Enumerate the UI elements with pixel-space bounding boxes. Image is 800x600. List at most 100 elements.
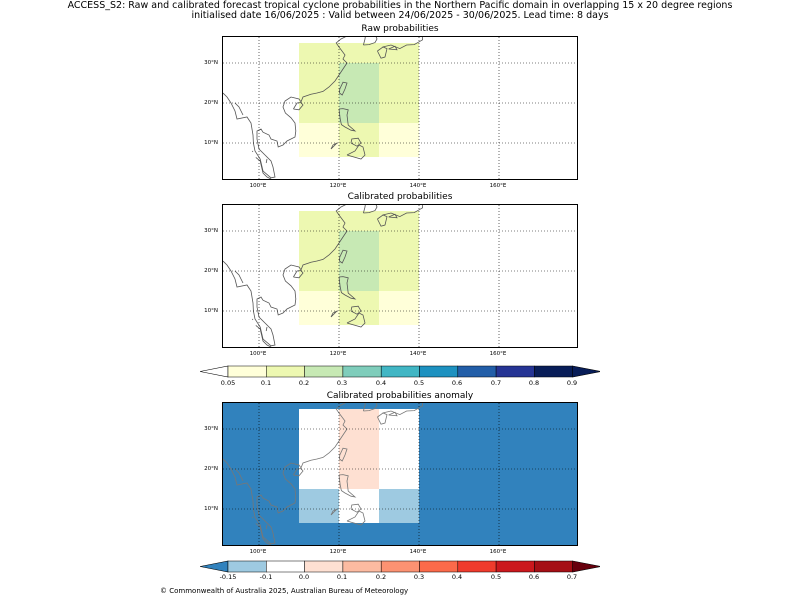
coastline [255,157,272,179]
anomaly-colorbar [199,558,601,577]
coastline [338,108,357,132]
colorbar-tick: 0.05 [220,379,236,387]
probability-region [379,123,419,157]
coastline [251,318,254,321]
colorbar-tick: 0.0 [298,573,310,581]
colorbar-tick: -0.15 [219,573,237,581]
probability-colorbar [199,363,601,382]
colorbar-tick: 0.1 [260,379,272,387]
probability-region [299,291,339,325]
copyright-footer: © Commonwealth of Australia 2025, Austra… [160,587,409,595]
coastline [265,326,268,332]
lon-label: 140°E [409,549,427,555]
probability-region [299,123,339,157]
coastline [382,403,424,416]
colorbar-segment [380,560,420,573]
coastline [346,144,366,160]
colorbar-segment [495,365,535,378]
coastline [388,411,398,417]
probability-region [339,63,379,123]
figure-title: ACCESS_S2: Raw and calibrated forecast t… [67,0,733,11]
probability-colorbar-svg [199,365,601,378]
colorbar-tick: 0.4 [451,573,463,581]
lon-label: 120°E [329,183,347,189]
anomaly-colorbar-svg [199,560,601,573]
colorbar-segment [304,560,344,573]
lat-label: 20°N [204,466,218,472]
coastline [234,468,244,482]
colorbar-tick: 0.5 [413,379,425,387]
colorbar-segment [266,365,305,378]
map-canvas-raw [223,37,577,179]
coastline [234,270,244,284]
lon-label: 140°E [409,183,427,189]
map-canvas-anomaly [223,403,577,545]
coastline [265,158,268,164]
colorbar-segment [534,365,573,378]
coastline [339,447,348,462]
colorbar-tick: 0.9 [566,379,578,387]
coastline [388,213,398,219]
colorbar-under-arrow [199,560,229,573]
lon-label: 100°E [249,549,267,555]
colorbar-tick: 0.2 [375,573,387,581]
coastline [330,310,338,318]
lon-label: 100°E [249,183,267,189]
coastline [388,45,398,51]
colorbar-segment [227,560,267,573]
probability-region [339,231,379,291]
colorbar-tick: 0.7 [566,573,578,581]
coastline [350,305,362,315]
coastline [338,276,357,300]
panel-title-anomaly: Calibrated probabilities anomaly [326,391,474,401]
colorbar-tick: 0.5 [490,573,502,581]
coastline [350,137,362,147]
lon-label: 160°E [489,183,507,189]
coastline [330,508,338,516]
colorbar-segment [534,560,573,573]
colorbar-over-arrow [572,560,601,573]
coastline [363,205,378,214]
coastline [346,312,366,328]
coastline [339,249,348,264]
coastline [223,403,348,545]
lat-label: 20°N [204,100,218,106]
coastline [251,150,254,153]
colorbar-tick: 0.7 [490,379,502,387]
probability-region [379,211,419,291]
coastline [363,37,378,46]
colorbar-segment [266,560,305,573]
map-canvas-calibrated [223,205,577,347]
coastline [363,403,378,412]
panel-title-calibrated: Calibrated probabilities [347,192,453,202]
colorbar-segment [227,365,267,378]
coastline [265,524,268,530]
colorbar-tick: -0.1 [259,573,273,581]
probability-region [379,489,419,523]
lat-label: 30°N [204,426,218,432]
lon-label: 120°E [329,351,347,357]
colorbar-segment [342,365,382,378]
colorbar-tick: 0.8 [528,379,540,387]
lat-label: 30°N [204,228,218,234]
colorbar-segment [342,560,382,573]
coastline [293,102,304,111]
lat-label: 10°N [204,140,218,146]
panel-title-raw: Raw probabilities [361,24,439,34]
coastline [377,46,388,59]
colorbar-segment [457,365,497,378]
lat-label: 10°N [204,308,218,314]
coastline [350,503,362,513]
lon-label: 160°E [489,351,507,357]
map-calibrated-anomaly [222,402,578,546]
probability-region [379,291,419,325]
colorbar-tick: 0.3 [413,573,425,581]
colorbar-segment [419,560,459,573]
figure-subtitle: initialised date 16/06/2025 : Valid betw… [191,10,609,21]
coastline [234,102,244,116]
lon-label: 160°E [489,549,507,555]
colorbar-segment [495,560,535,573]
colorbar-segment [457,560,497,573]
coastline [255,523,272,545]
lon-label: 120°E [329,549,347,555]
